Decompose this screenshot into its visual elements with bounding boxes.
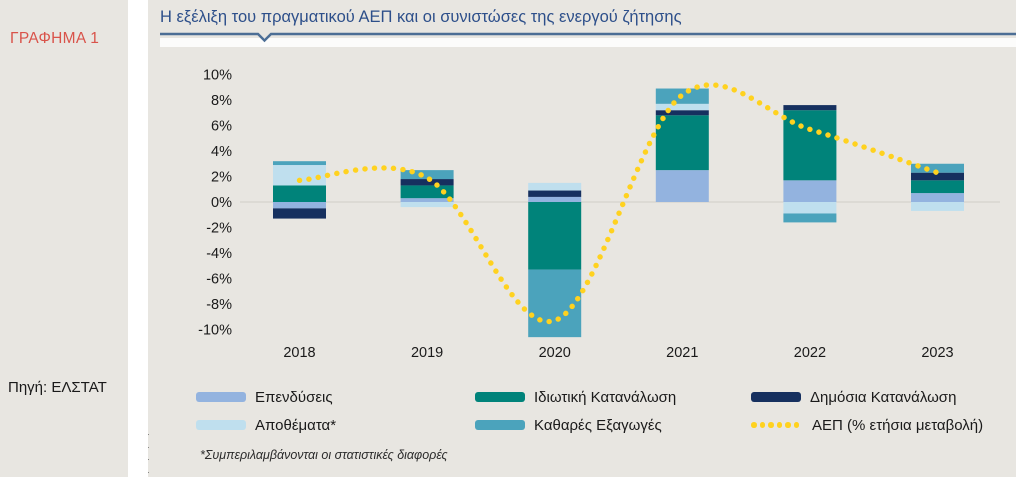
bar-segment-investments-2018 — [273, 202, 326, 209]
gdp-line — [296, 82, 941, 325]
x-axis-category-label: 2019 — [411, 345, 443, 361]
x-axis-category-label: 2018 — [283, 345, 315, 361]
bar-segment-inventories-2019 — [400, 202, 454, 208]
y-axis-tick-label: 4% — [211, 144, 232, 160]
bar-segment-public_consumption-2023 — [911, 172, 964, 181]
legend-color-swatch-public_consumption — [751, 392, 801, 402]
bar-segment-net_exports-2022 — [783, 213, 837, 223]
bar-segment-inventories-2023 — [911, 202, 964, 211]
left-margin-column: ΓΡΑΦΗΜΑ 1 Πηγή: ΕΛΣΤΑΤ — [0, 0, 128, 477]
source-label: Πηγή: ΕΛΣΤΑΤ — [8, 379, 107, 396]
bar-segment-public_consumption-2020 — [528, 190, 582, 197]
y-axis-tick-label: -10% — [198, 323, 232, 339]
y-axis-tick-label: -6% — [206, 272, 232, 288]
legend-item: Καθαρές Εξαγωγές — [475, 416, 662, 434]
bar-segment-inventories-2020 — [528, 182, 582, 191]
bar-segment-private_consumption-2020 — [528, 202, 582, 270]
bar-segment-private_consumption-2019 — [400, 185, 454, 199]
legend-label: Δημόσια Κατανάλωση — [810, 388, 957, 406]
chart-footnote: *Συμπεριλαμβάνονται οι στατιστικές διαφο… — [200, 448, 448, 462]
bar-segment-investments-2022 — [783, 180, 837, 202]
y-axis-tick-label: -2% — [206, 221, 232, 237]
bar-segment-inventories-2018 — [273, 165, 326, 186]
y-axis-tick-label: 10% — [203, 68, 232, 84]
y-axis-tick-label: 2% — [211, 170, 232, 186]
bar-segment-net_exports-2019 — [400, 170, 454, 180]
clipped-text-fragment: ( — [148, 457, 149, 474]
bar-segment-public_consumption-2021 — [655, 110, 709, 116]
legend-color-swatch-private_consumption — [475, 392, 525, 402]
bar-segment-private_consumption-2021 — [655, 115, 709, 171]
title-rule-with-notch — [160, 32, 1016, 43]
legend-color-swatch-net_exports — [475, 420, 525, 430]
bar-segment-inventories-2021 — [655, 103, 709, 111]
legend-item: Επενδύσεις — [196, 388, 333, 406]
legend-color-swatch-inventories — [196, 420, 246, 430]
bar-segment-investments-2020 — [528, 196, 582, 202]
legend-dotted-line-swatch — [751, 422, 803, 428]
bar-segment-net_exports-2020 — [528, 269, 582, 338]
chart-panel: Η εξέλιξη του πραγματικού ΑΕΠ και οι συν… — [148, 0, 1016, 477]
legend-label: Ιδιωτική Κατανάλωση — [534, 388, 677, 406]
figure-number-label: ΓΡΑΦΗΜΑ 1 — [10, 30, 100, 47]
legend-color-swatch-investments — [196, 392, 246, 402]
x-axis-category-label: 2023 — [921, 345, 953, 361]
bar-segment-private_consumption-2023 — [911, 180, 964, 194]
gdp-components-chart: 10% 8% 6% 4% 2% 0% -2% -4% -6% -8% -10% 2018 2019 202… — [198, 68, 1000, 361]
title-rule-line — [160, 32, 1016, 43]
legend-item: Δημόσια Κατανάλωση — [751, 388, 956, 406]
legend-label: Καθαρές Εξαγωγές — [534, 416, 662, 434]
x-axis-category-label: 2022 — [794, 345, 826, 361]
bar-segment-public_consumption-2022 — [783, 105, 837, 111]
legend-item: Αποθέματα* — [196, 416, 336, 434]
legend-label: ΑΕΠ (% ετήσια μεταβολή) — [812, 416, 984, 434]
legend-item: Ιδιωτική Κατανάλωση — [475, 388, 676, 406]
legend-label: Αποθέματα* — [255, 416, 337, 434]
chart-title: Η εξέλιξη του πραγματικού ΑΕΠ και οι συν… — [160, 8, 682, 26]
y-axis-tick-label: -8% — [206, 297, 232, 313]
title-underline-band — [160, 38, 1016, 47]
legend-item: ΑΕΠ (% ετήσια μεταβολή) — [751, 416, 983, 434]
bar-segment-private_consumption-2018 — [273, 185, 326, 202]
bar-segment-public_consumption-2018 — [273, 208, 326, 219]
y-axis-tick-label: 0% — [211, 195, 232, 211]
bar-segment-net_exports-2023 — [911, 163, 964, 173]
y-axis-tick-label: -4% — [206, 246, 232, 262]
bar-segment-inventories-2022 — [783, 202, 837, 214]
x-axis-category-label: 2020 — [539, 345, 571, 361]
legend-label: Επενδύσεις — [255, 388, 333, 406]
x-axis-category-label: 2021 — [666, 345, 698, 361]
bar-segment-investments-2019 — [400, 198, 454, 202]
bar-segment-public_consumption-2019 — [400, 179, 454, 186]
bar-segment-investments-2021 — [655, 170, 709, 202]
y-axis-tick-label: 6% — [211, 119, 232, 135]
y-axis-tick-label: 8% — [211, 93, 232, 109]
bar-segment-investments-2023 — [911, 193, 964, 202]
bar-segment-net_exports-2018 — [273, 161, 326, 166]
clipped-text-fragment: ( — [148, 432, 149, 449]
